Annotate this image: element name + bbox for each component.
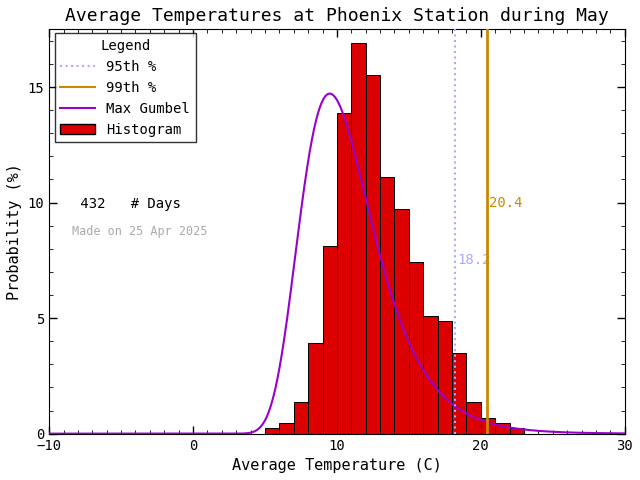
Bar: [265, 428, 279, 433]
Bar: [323, 246, 337, 433]
Bar: [308, 343, 323, 433]
Text: Made on 25 Apr 2025: Made on 25 Apr 2025: [72, 226, 207, 239]
Bar: [409, 263, 423, 433]
Bar: [452, 353, 467, 433]
Bar: [279, 423, 294, 433]
Bar: [495, 423, 509, 433]
Bar: [438, 321, 452, 433]
Title: Average Temperatures at Phoenix Station during May: Average Temperatures at Phoenix Station …: [65, 7, 609, 25]
Text: 18.2: 18.2: [457, 253, 490, 267]
Bar: [467, 402, 481, 433]
Text: 432   # Days: 432 # Days: [72, 197, 181, 211]
Y-axis label: Probability (%): Probability (%): [7, 163, 22, 300]
Legend: 95th %, 99th %, Max Gumbel, Histogram: 95th %, 99th %, Max Gumbel, Histogram: [55, 33, 196, 142]
Bar: [294, 402, 308, 433]
Bar: [351, 43, 365, 433]
Bar: [481, 418, 495, 433]
Bar: [423, 316, 438, 433]
Bar: [509, 428, 524, 433]
Bar: [365, 75, 380, 433]
Bar: [394, 209, 409, 433]
Bar: [337, 113, 351, 433]
X-axis label: Average Temperature (C): Average Temperature (C): [232, 458, 442, 473]
Text: 20.4: 20.4: [489, 195, 522, 210]
Bar: [380, 177, 394, 433]
